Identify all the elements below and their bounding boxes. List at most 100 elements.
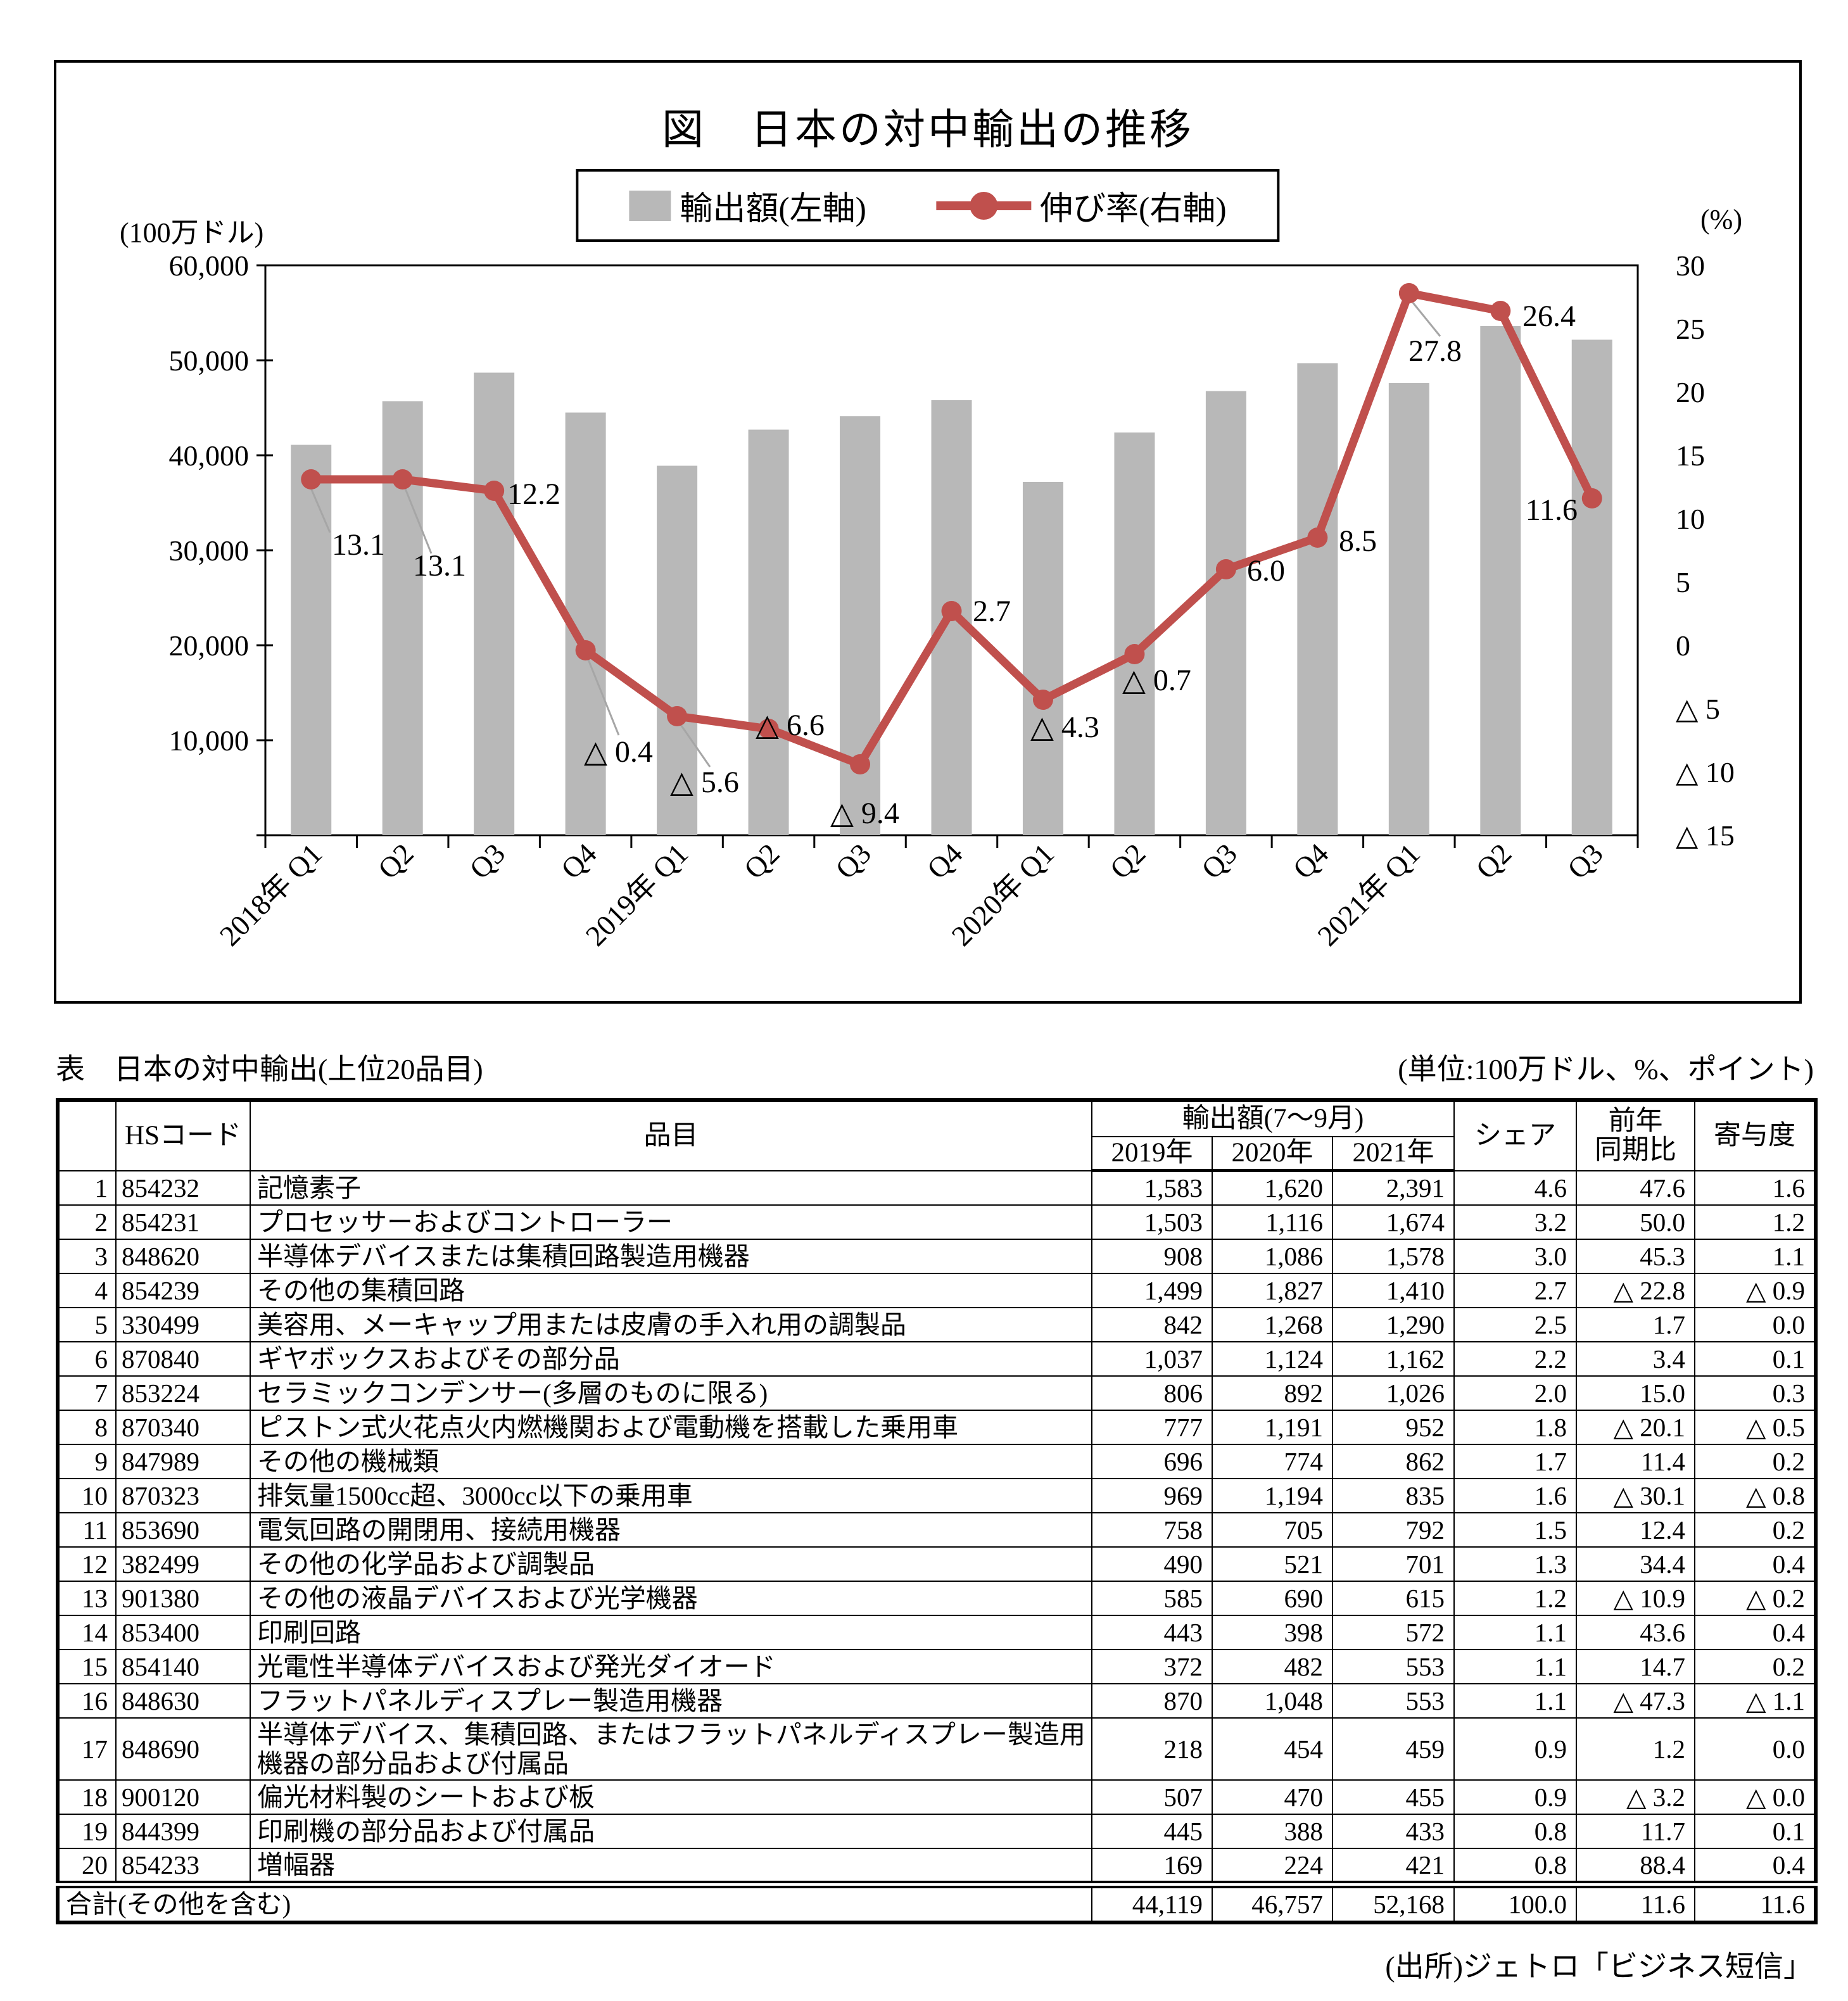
cell-2021: 1,162: [1331, 1341, 1455, 1377]
svg-text:Q3: Q3: [463, 837, 511, 885]
cell-2020: 1,086: [1212, 1238, 1333, 1274]
cell-hs-code: 330499: [115, 1306, 251, 1342]
cell-hs-code: 853400: [115, 1614, 251, 1650]
cell-2019: 490: [1091, 1546, 1213, 1582]
cell-item: 偏光材料製のシートおよび板: [250, 1779, 1092, 1815]
cell-2019: 1,037: [1091, 1341, 1213, 1377]
cell-2020: 1,116: [1212, 1204, 1333, 1240]
cell-hs-code: 901380: [115, 1580, 251, 1616]
cell-share: 0.9: [1453, 1717, 1578, 1781]
cell-item: 記憶素子: [250, 1170, 1092, 1206]
cell-share: 3.0: [1453, 1238, 1578, 1274]
cell-item: その他の集積回路: [250, 1272, 1092, 1308]
cell-contribution: △ 0.0: [1694, 1779, 1817, 1815]
cell-2020: 1,827: [1212, 1272, 1333, 1308]
cell-contribution: 0.0: [1694, 1717, 1817, 1781]
table-row: 20 854233 増幅器 169 224 421 0.8 88.4 0.4: [57, 1847, 1817, 1885]
cell-contribution: 0.4: [1694, 1847, 1817, 1885]
cell-contribution: △ 1.1: [1694, 1682, 1817, 1719]
cell-rank: 16: [57, 1682, 117, 1719]
table-header-row-1: HSコード 品目 輸出額(7〜9月) シェア 前年 同期比 寄与度: [57, 1099, 1817, 1171]
cell-item: セラミックコンデンサー(多層のものに限る): [250, 1375, 1092, 1411]
header-yoy: 前年 同期比: [1576, 1099, 1696, 1171]
cell-2021: 433: [1331, 1813, 1455, 1849]
cell-hs-code: 848620: [115, 1238, 251, 1274]
cell-rank: 6: [57, 1341, 117, 1377]
cell-share: 1.6: [1453, 1477, 1578, 1513]
cell-item: 増幅器: [250, 1847, 1092, 1885]
cell-rank: 9: [57, 1443, 117, 1479]
cell-2020: 224: [1212, 1847, 1333, 1885]
cell-rank: 11: [57, 1512, 117, 1548]
cell-2021: 1,026: [1331, 1375, 1455, 1411]
cell-2020: 1,191: [1212, 1409, 1333, 1445]
cell-contribution: 1.2: [1694, 1204, 1817, 1240]
cell-total-yoy: 11.6: [1576, 1880, 1696, 1923]
cell-total-2020: 46,757: [1212, 1880, 1333, 1923]
cell-2020: 690: [1212, 1580, 1333, 1616]
cell-yoy: △ 10.9: [1576, 1580, 1696, 1616]
cell-yoy: 1.7: [1576, 1306, 1696, 1342]
cell-2021: 421: [1331, 1847, 1455, 1885]
svg-text:26.4: 26.4: [1522, 300, 1576, 333]
cell-item: 光電性半導体デバイスおよび発光ダイオード: [250, 1648, 1092, 1684]
cell-contribution: 0.4: [1694, 1614, 1817, 1650]
cell-contribution: 0.2: [1694, 1648, 1817, 1684]
cell-rank: 12: [57, 1546, 117, 1582]
table-row: 15 854140 光電性半導体デバイスおよび発光ダイオード 372 482 553 1.1…: [57, 1648, 1817, 1684]
cell-contribution: 1.6: [1694, 1170, 1817, 1206]
cell-rank: 13: [57, 1580, 117, 1616]
cell-rank: 1: [57, 1170, 117, 1206]
table-unit-note: (単位:100万ドル、%、ポイント): [1398, 1053, 1814, 1085]
cell-rank: 10: [57, 1477, 117, 1513]
cell-yoy: 3.4: [1576, 1341, 1696, 1377]
cell-contribution: 1.1: [1694, 1238, 1817, 1274]
cell-contribution: 0.4: [1694, 1546, 1817, 1582]
cell-2021: 1,410: [1331, 1272, 1455, 1308]
cell-2021: 835: [1331, 1477, 1455, 1513]
svg-text:Q4: Q4: [555, 837, 603, 885]
cell-2021: 862: [1331, 1443, 1455, 1479]
cell-hs-code: 870323: [115, 1477, 251, 1513]
cell-share: 2.2: [1453, 1341, 1578, 1377]
line-series-swatch-icon: [936, 191, 1031, 220]
svg-text:Q2: Q2: [372, 837, 420, 885]
cell-2020: 1,268: [1212, 1306, 1333, 1342]
cell-yoy: 12.4: [1576, 1512, 1696, 1548]
table-row: 18 900120 偏光材料製のシートおよび板 507 470 455 0.9 △ 3.2 △ …: [57, 1779, 1817, 1815]
cell-2019: 696: [1091, 1443, 1213, 1479]
cell-total-contribution: 11.6: [1694, 1880, 1817, 1923]
cell-hs-code: 870340: [115, 1409, 251, 1445]
cell-2019: 969: [1091, 1477, 1213, 1513]
cell-rank: 19: [57, 1813, 117, 1849]
cell-hs-code: 382499: [115, 1546, 251, 1582]
cell-hs-code: 854231: [115, 1204, 251, 1240]
svg-text:0: 0: [1676, 629, 1690, 662]
table-row: 14 853400 印刷回路 443 398 572 1.1 43.6 0.4: [57, 1614, 1817, 1650]
cell-2019: 758: [1091, 1512, 1213, 1548]
svg-text:△ 15: △ 15: [1676, 819, 1735, 852]
cell-hs-code: 854233: [115, 1847, 251, 1885]
cell-item: 排気量1500cc超、3000cc以下の乗用車: [250, 1477, 1092, 1513]
cell-share: 1.1: [1453, 1682, 1578, 1719]
cell-contribution: 0.2: [1694, 1512, 1817, 1548]
legend-item-growth-line: 伸び率(右軸): [936, 182, 1227, 229]
table-row: 5 330499 美容用、メーキャップ用または皮膚の手入れ用の調製品 842 1,268…: [57, 1306, 1817, 1342]
table-row: 9 847989 その他の機械類 696 774 862 1.7 11.4 0.2: [57, 1443, 1817, 1479]
cell-contribution: 0.1: [1694, 1341, 1817, 1377]
svg-text:△ 4.3: △ 4.3: [1030, 710, 1099, 744]
table-row: 3 848620 半導体デバイスまたは集積回路製造用機器 908 1,086 1,578 3…: [57, 1238, 1817, 1274]
cell-yoy: △ 30.1: [1576, 1477, 1696, 1513]
cell-2020: 398: [1212, 1614, 1333, 1650]
header-yoy-line1: 前年: [1608, 1106, 1663, 1136]
svg-text:27.8: 27.8: [1408, 334, 1462, 368]
svg-text:30,000: 30,000: [169, 534, 250, 567]
cell-2020: 1,124: [1212, 1341, 1333, 1377]
cell-total-label: 合計(その他を含む): [57, 1880, 1092, 1923]
svg-text:60,000: 60,000: [169, 249, 250, 282]
svg-text:Q4: Q4: [921, 837, 969, 885]
cell-contribution: 0.3: [1694, 1375, 1817, 1411]
cell-item: 美容用、メーキャップ用または皮膚の手入れ用の調製品: [250, 1306, 1092, 1342]
svg-text:30: 30: [1676, 249, 1705, 282]
export-table-block: 表 日本の対中輸出(上位20品目) (単位:100万ドル、%、ポイント) HSコ…: [56, 1046, 1818, 1985]
